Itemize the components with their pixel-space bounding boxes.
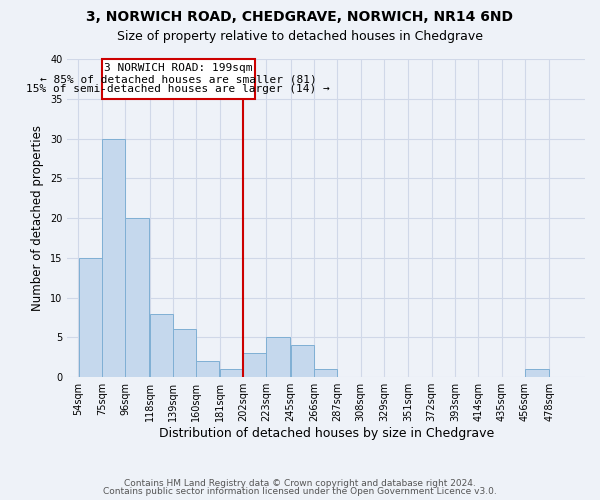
Text: ← 85% of detached houses are smaller (81): ← 85% of detached houses are smaller (81… xyxy=(40,74,317,84)
Bar xyxy=(150,314,173,377)
Bar xyxy=(173,330,196,377)
Bar xyxy=(125,218,149,377)
Text: 3, NORWICH ROAD, CHEDGRAVE, NORWICH, NR14 6ND: 3, NORWICH ROAD, CHEDGRAVE, NORWICH, NR1… xyxy=(86,10,514,24)
Bar xyxy=(102,138,125,377)
Text: Contains public sector information licensed under the Open Government Licence v3: Contains public sector information licen… xyxy=(103,487,497,496)
FancyBboxPatch shape xyxy=(102,59,254,99)
X-axis label: Distribution of detached houses by size in Chedgrave: Distribution of detached houses by size … xyxy=(158,427,494,440)
Text: Size of property relative to detached houses in Chedgrave: Size of property relative to detached ho… xyxy=(117,30,483,43)
Bar xyxy=(243,354,266,377)
Bar xyxy=(291,346,314,377)
Bar xyxy=(525,370,549,377)
Text: 3 NORWICH ROAD: 199sqm: 3 NORWICH ROAD: 199sqm xyxy=(104,63,253,73)
Bar xyxy=(266,338,290,377)
Bar xyxy=(196,362,219,377)
Bar xyxy=(220,370,242,377)
Bar xyxy=(79,258,101,377)
Text: Contains HM Land Registry data © Crown copyright and database right 2024.: Contains HM Land Registry data © Crown c… xyxy=(124,478,476,488)
Bar xyxy=(314,370,337,377)
Text: 15% of semi-detached houses are larger (14) →: 15% of semi-detached houses are larger (… xyxy=(26,84,330,94)
Y-axis label: Number of detached properties: Number of detached properties xyxy=(31,125,44,311)
